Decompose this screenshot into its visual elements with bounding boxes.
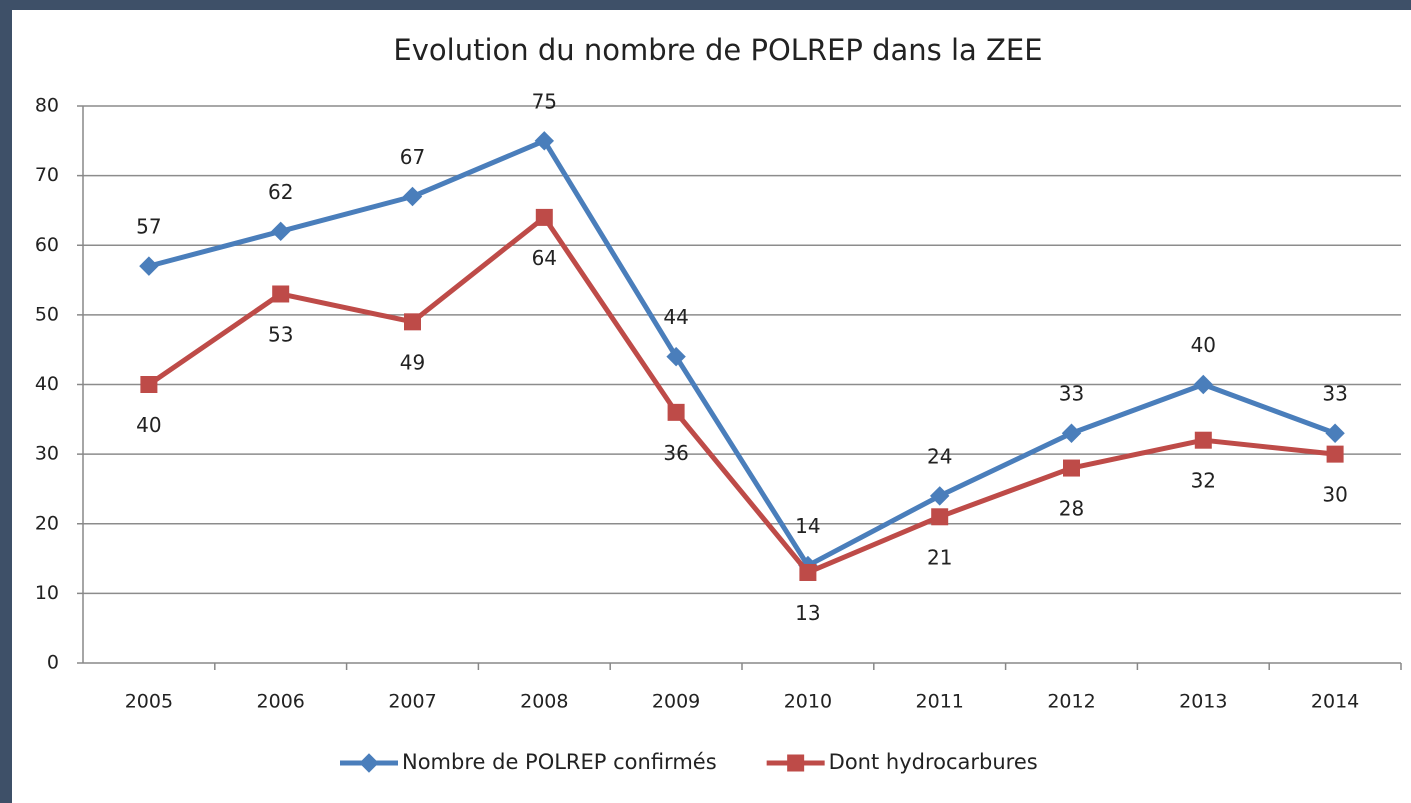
y-tick-label: 60 — [35, 234, 59, 256]
series-line — [148, 138, 1336, 569]
data-label: 44 — [663, 305, 688, 329]
data-point — [534, 131, 555, 151]
chart-background — [12, 10, 1411, 803]
data-point — [666, 346, 686, 367]
data-point — [140, 376, 158, 393]
y-tick-label: 10 — [35, 582, 59, 604]
data-point — [1061, 423, 1082, 443]
data-point — [1063, 459, 1080, 477]
x-tick-label: 2014 — [1311, 691, 1359, 713]
x-tick-label: 2009 — [652, 691, 700, 713]
y-tick-label: 70 — [35, 164, 59, 186]
data-label: 75 — [532, 89, 557, 113]
legend-marker — [359, 753, 379, 773]
y-tick-label: 20 — [35, 512, 59, 534]
data-label: 33 — [1059, 382, 1084, 406]
data-label: 24 — [927, 444, 952, 468]
chart-title: Evolution du nombre de POLREP dans la ZE… — [393, 33, 1042, 67]
x-tick-label: 2008 — [520, 691, 568, 713]
legend-label: Nombre de POLREP confirmés — [402, 750, 717, 774]
x-tick-label: 2013 — [1179, 691, 1227, 713]
y-tick-label: 0 — [47, 652, 59, 674]
x-tick-label: 2011 — [916, 691, 964, 713]
data-label: 57 — [136, 215, 161, 239]
data-point — [1325, 423, 1345, 443]
legend-label: Dont hydrocarbures — [829, 750, 1038, 774]
data-label: 62 — [268, 180, 293, 204]
x-tick-label: 2005 — [125, 691, 173, 713]
data-label: 28 — [1059, 497, 1084, 521]
data-point — [1194, 431, 1212, 449]
data-point — [931, 508, 949, 526]
data-label: 30 — [1322, 483, 1347, 507]
data-label: 67 — [400, 145, 425, 169]
data-label: 36 — [663, 441, 688, 465]
data-label: 40 — [1191, 333, 1216, 357]
data-point — [667, 403, 685, 421]
data-point — [270, 221, 291, 242]
data-point — [139, 256, 159, 276]
data-label: 49 — [400, 350, 425, 374]
series-line — [147, 214, 1336, 575]
data-label: 33 — [1322, 382, 1347, 406]
legend-marker — [787, 754, 805, 772]
data-point — [1193, 374, 1214, 395]
x-tick-label: 2012 — [1047, 691, 1095, 713]
data-point — [272, 285, 290, 303]
data-point — [1326, 445, 1344, 463]
data-label: 13 — [795, 601, 820, 625]
data-label: 40 — [136, 413, 161, 437]
data-label: 14 — [795, 514, 820, 538]
data-point — [535, 208, 553, 226]
y-tick-label: 80 — [35, 95, 59, 117]
data-label: 53 — [268, 322, 293, 346]
y-tick-label: 30 — [35, 443, 59, 465]
data-point — [799, 563, 817, 581]
data-label: 21 — [927, 545, 952, 569]
x-tick-label: 2006 — [257, 691, 305, 713]
y-tick-label: 50 — [35, 303, 59, 325]
x-tick-label: 2010 — [784, 691, 832, 713]
data-point — [404, 313, 421, 331]
data-point — [402, 186, 423, 207]
data-label: 64 — [532, 246, 557, 270]
y-tick-label: 40 — [35, 373, 59, 395]
data-point — [929, 486, 950, 506]
x-tick-label: 2007 — [388, 691, 436, 713]
data-label: 32 — [1191, 469, 1216, 493]
